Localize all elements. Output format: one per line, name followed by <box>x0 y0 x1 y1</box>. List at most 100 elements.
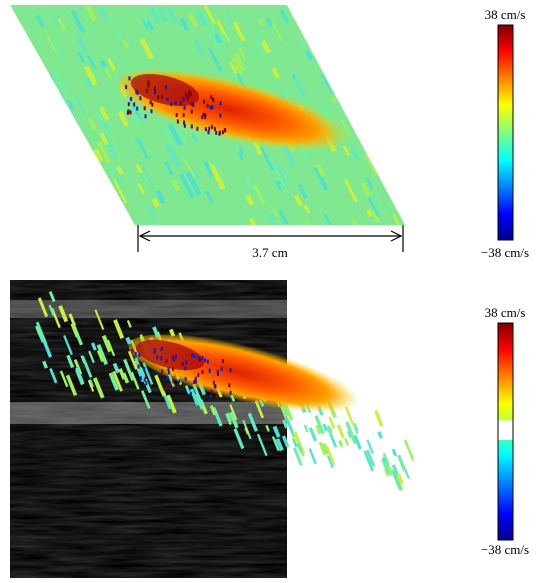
texture <box>92 377 105 399</box>
texture <box>146 205 157 220</box>
texture <box>392 83 403 100</box>
texture <box>243 174 255 191</box>
texture <box>84 192 99 218</box>
texture <box>137 182 145 195</box>
texture <box>85 5 98 22</box>
texture <box>258 18 264 26</box>
texture <box>403 439 415 461</box>
texture <box>225 412 233 423</box>
texture <box>190 124 193 129</box>
texture <box>37 297 49 318</box>
texture <box>342 14 353 30</box>
texture <box>160 356 163 361</box>
texture <box>193 380 196 385</box>
texture <box>98 5 109 22</box>
texture <box>196 11 204 23</box>
texture <box>168 383 171 388</box>
texture <box>108 134 119 151</box>
texture <box>143 367 146 372</box>
texture <box>139 376 142 381</box>
texture <box>292 438 298 448</box>
texture <box>65 374 78 396</box>
texture <box>387 130 395 141</box>
texture <box>296 442 303 453</box>
texture <box>337 67 352 92</box>
texture <box>354 52 369 76</box>
texture <box>172 357 175 362</box>
texture <box>197 356 200 361</box>
texture <box>96 349 105 363</box>
texture <box>377 431 383 439</box>
texture <box>130 96 133 101</box>
texture <box>22 163 35 184</box>
texture <box>178 379 181 384</box>
texture <box>203 5 216 25</box>
texture <box>196 11 208 28</box>
texture <box>135 163 143 174</box>
texture <box>118 368 126 380</box>
texture <box>274 161 287 184</box>
texture <box>370 141 383 163</box>
texture <box>265 424 270 432</box>
texture <box>125 336 132 345</box>
texture <box>127 350 138 370</box>
texture <box>321 73 333 94</box>
texture <box>278 208 289 225</box>
texture <box>323 212 333 225</box>
texture <box>238 147 245 156</box>
texture <box>127 102 130 107</box>
texture <box>208 126 211 131</box>
texture <box>184 376 187 381</box>
texture <box>233 52 247 72</box>
texture <box>171 355 174 360</box>
texture <box>299 77 306 86</box>
texture <box>170 102 173 107</box>
texture <box>221 130 224 135</box>
texture <box>90 342 97 351</box>
texture <box>268 213 276 222</box>
texture <box>369 12 379 27</box>
texture <box>210 389 213 394</box>
texture <box>305 220 315 225</box>
texture <box>380 122 394 143</box>
texture <box>110 215 119 225</box>
texture <box>139 96 142 101</box>
texture <box>191 167 201 181</box>
texture <box>125 84 128 89</box>
texture <box>136 91 139 96</box>
texture <box>164 161 174 176</box>
texture <box>192 103 195 108</box>
texture <box>142 167 154 188</box>
texture <box>35 326 43 338</box>
texture <box>184 366 187 371</box>
texture <box>384 132 398 157</box>
texture <box>179 17 190 31</box>
texture <box>45 115 55 129</box>
texture <box>376 77 388 97</box>
texture <box>181 362 184 367</box>
texture <box>188 89 191 94</box>
texture <box>314 414 325 434</box>
texture <box>225 11 235 25</box>
texture <box>336 424 345 439</box>
texture <box>175 125 188 145</box>
texture <box>58 305 69 323</box>
texture <box>233 428 245 450</box>
texture <box>275 438 284 452</box>
texture <box>105 68 113 81</box>
texture <box>393 131 405 156</box>
texture <box>48 291 56 303</box>
texture <box>175 112 178 117</box>
colorbar-min-label: −38 cm/s <box>481 542 529 557</box>
texture <box>168 183 176 196</box>
texture <box>153 86 156 91</box>
texture <box>367 115 379 136</box>
texture <box>183 120 186 125</box>
texture <box>364 153 378 176</box>
texture <box>360 182 371 197</box>
texture <box>281 435 290 448</box>
texture <box>165 384 168 389</box>
texture <box>349 84 357 94</box>
texture <box>24 83 36 102</box>
texture <box>308 427 318 442</box>
